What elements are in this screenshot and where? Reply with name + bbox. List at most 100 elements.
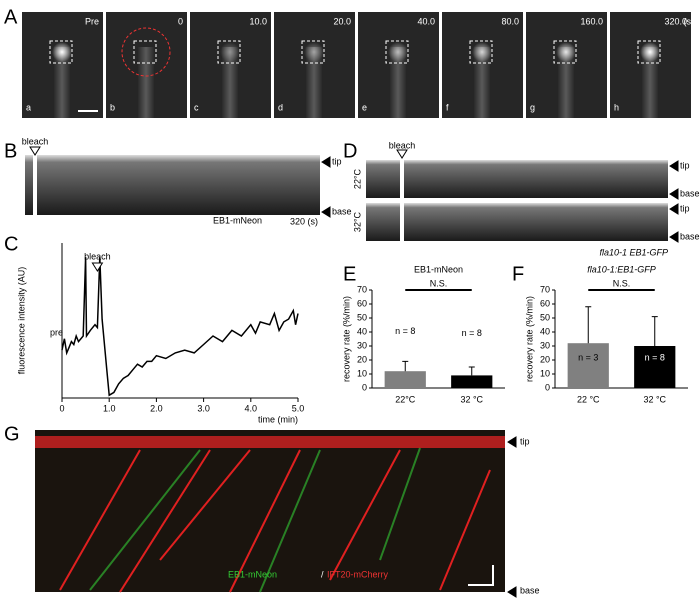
time-label: 20.0 <box>333 16 351 26</box>
arrowhead <box>669 203 679 215</box>
x-tick-label: 2.0 <box>150 403 163 413</box>
roi-box <box>553 40 577 64</box>
eb1-track <box>259 449 321 593</box>
arrowhead <box>91 262 104 272</box>
tip-signal <box>640 42 660 62</box>
time-label: 40.0 <box>417 16 435 26</box>
significance: N.S. <box>430 278 448 288</box>
x-tick-label: 1.0 <box>103 403 116 413</box>
base-label: base <box>680 188 700 198</box>
x-tick-label: 5.0 <box>292 403 305 413</box>
chart-title: EB1-mNeon <box>414 264 463 274</box>
y-tick-label: 30 <box>540 340 550 350</box>
frame-letter: b <box>110 102 115 112</box>
y-axis-label: recovery rate (%/min) <box>524 296 534 382</box>
error-bar <box>651 316 658 346</box>
tip-signal <box>556 42 576 62</box>
ift-track <box>439 469 491 591</box>
time-label: 10.0 <box>249 16 267 26</box>
y-tick-label: 60 <box>540 298 550 308</box>
roi-box <box>469 40 493 64</box>
frame-letter: f <box>446 102 449 112</box>
x-tick-label: 4.0 <box>245 403 258 413</box>
frame-letter: h <box>614 102 619 112</box>
x-tick-label: 3.0 <box>197 403 210 413</box>
panel-label: F <box>512 263 524 285</box>
time-label: 320.0 <box>664 16 687 26</box>
temperature-label: 32°C <box>352 211 362 232</box>
arrowhead <box>669 188 679 200</box>
panel-label: B <box>4 140 17 162</box>
arrowhead <box>669 160 679 172</box>
roi-box <box>637 40 661 64</box>
tip-signal <box>472 42 492 62</box>
temperature-label: 22°C <box>352 168 362 189</box>
roi-box <box>133 40 157 64</box>
arrowhead <box>507 436 517 448</box>
tip-signal <box>220 42 240 62</box>
roi-box <box>49 40 73 64</box>
x-tick-label: 32 °C <box>460 394 483 404</box>
label-sep: / <box>321 569 324 579</box>
bleach-label: bleach <box>389 140 416 150</box>
cilium <box>642 47 658 118</box>
y-tick-label: 60 <box>357 298 367 308</box>
kymograph <box>25 155 33 215</box>
y-tick-label: 40 <box>540 326 550 336</box>
roi-box <box>217 40 241 64</box>
y-axis-label: recovery rate (%/min) <box>341 296 351 382</box>
time-unit: (s) <box>684 16 695 26</box>
ift-track <box>229 449 301 593</box>
x-tick-label: 0 <box>59 403 64 413</box>
eb1-track <box>379 447 421 561</box>
frame-letter: a <box>26 102 31 112</box>
error-bar <box>402 360 409 372</box>
time-label: 0 <box>178 16 183 26</box>
cilium <box>138 47 154 118</box>
tip-signal <box>388 42 408 62</box>
arrowhead <box>669 231 679 243</box>
base-label: base <box>680 231 700 241</box>
time-scale-label: 320 (s) <box>290 216 318 226</box>
intensity-line <box>61 257 299 397</box>
frame-letter: g <box>530 102 535 112</box>
y-axis-label: fluorescence intensity (AU) <box>16 267 26 375</box>
ift-track <box>329 449 401 581</box>
arrowhead <box>396 149 408 159</box>
time-label: 160.0 <box>580 16 603 26</box>
x-tick-label: 22°C <box>395 394 416 404</box>
bar <box>451 375 493 388</box>
y-tick-label: 70 <box>540 284 550 294</box>
time-label: 80.0 <box>501 16 519 26</box>
frame-letter: e <box>362 102 367 112</box>
annotation: bleach <box>84 251 111 261</box>
cilium <box>222 47 238 118</box>
y-tick-label: 30 <box>357 340 367 350</box>
panel-label: D <box>343 140 357 162</box>
y-tick-label: 50 <box>357 312 367 322</box>
roi-box <box>385 40 409 64</box>
tip-signal <box>52 42 72 62</box>
label-green: EB1-mNeon <box>228 569 277 579</box>
error-bar <box>585 306 592 344</box>
cilium <box>474 47 490 118</box>
y-tick-label: 20 <box>357 354 367 364</box>
annotation: pre <box>50 328 63 338</box>
chart-title: fla10-1:EB1-GFP <box>587 264 656 274</box>
time-label: Pre <box>85 16 99 26</box>
arrowhead <box>321 206 331 218</box>
cilium <box>558 47 574 118</box>
y-tick-label: 10 <box>540 368 550 378</box>
tip-band <box>35 436 505 448</box>
strain-label: fla10-1 EB1-GFP <box>599 247 668 257</box>
ift-track <box>119 449 211 593</box>
kymograph <box>404 203 668 241</box>
x-axis-label: time (min) <box>258 414 298 424</box>
tip-label: tip <box>680 203 690 213</box>
label-red: IFT20-mCherry <box>327 569 389 579</box>
n-label: n = 8 <box>462 328 482 338</box>
error-bar <box>468 366 475 376</box>
y-tick-label: 10 <box>357 368 367 378</box>
y-tick-label: 0 <box>545 382 550 392</box>
